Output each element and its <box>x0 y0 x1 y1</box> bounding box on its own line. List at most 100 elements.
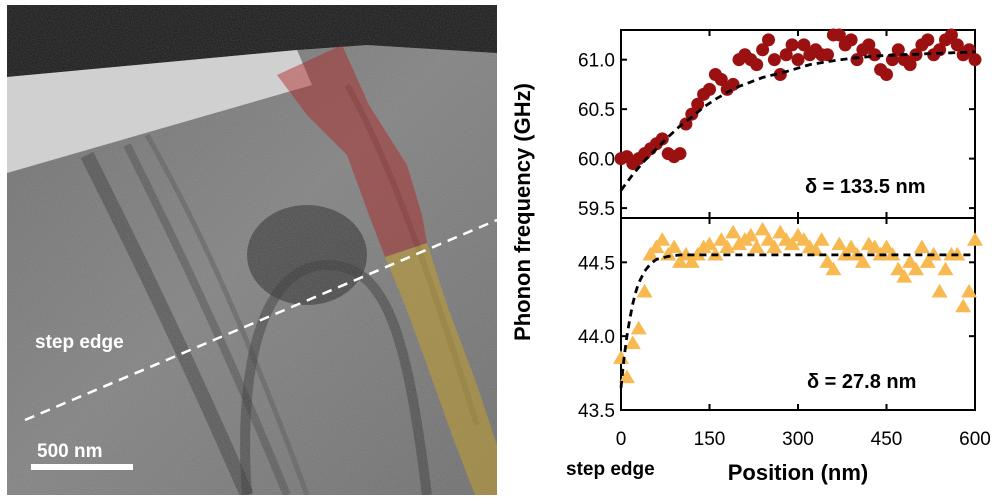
data-point <box>762 33 775 47</box>
bottom-y-tick-label: 44.0 <box>578 327 615 348</box>
x-axis-label: Position (nm) <box>728 460 869 485</box>
data-point <box>719 239 736 254</box>
top-y-tick-label: 60.5 <box>578 100 615 121</box>
data-point <box>689 246 706 261</box>
top-panel: 59.5 60.0 60.5 61.0 δ = 133.5 nm <box>578 28 982 220</box>
data-point <box>854 254 871 268</box>
data-point <box>896 269 913 283</box>
data-point <box>673 147 687 161</box>
data-point <box>760 232 777 246</box>
data-point <box>931 283 948 298</box>
bottom-delta-annotation: δ = 27.8 nm <box>807 371 916 393</box>
x-tick-label: 0 <box>616 429 627 450</box>
data-point <box>944 28 958 42</box>
data-point <box>630 320 647 335</box>
data-point <box>713 232 730 246</box>
top-y-tick-label: 60.0 <box>578 150 615 171</box>
bottom-y-tick-label: 43.5 <box>578 401 615 422</box>
data-point <box>967 232 983 246</box>
step-edge-axis-label: step edge <box>566 459 655 480</box>
data-point <box>779 48 793 62</box>
data-point <box>714 72 728 86</box>
top-y-tick-label: 61.0 <box>578 51 615 72</box>
data-point <box>955 298 972 313</box>
data-point <box>703 82 716 96</box>
data-point <box>807 242 824 257</box>
data-point <box>655 132 669 146</box>
data-point <box>819 254 836 268</box>
top-fit-curve <box>619 50 976 192</box>
data-point <box>868 48 882 62</box>
data-point <box>636 283 653 298</box>
data-point <box>742 227 759 242</box>
data-point <box>750 58 764 72</box>
data-point <box>919 254 936 268</box>
data-point <box>832 28 846 42</box>
step-edge-dashed-line <box>24 218 497 422</box>
data-point <box>890 261 907 276</box>
data-point <box>813 232 830 246</box>
data-point <box>666 239 683 254</box>
data-point <box>784 236 801 251</box>
data-point <box>613 350 629 364</box>
data-point <box>691 97 705 111</box>
data-point <box>891 43 905 57</box>
data-point <box>654 232 671 246</box>
data-point <box>825 261 842 276</box>
data-point <box>821 48 834 62</box>
data-point <box>677 246 694 261</box>
data-point <box>797 38 811 52</box>
x-tick-label: 600 <box>959 429 991 450</box>
data-point <box>968 53 982 67</box>
data-point <box>844 33 858 47</box>
data-point <box>772 224 789 239</box>
y-axis-label: Phonon frequency (GHz) <box>510 83 535 341</box>
data-point <box>862 38 876 52</box>
data-point <box>795 232 812 246</box>
data-point <box>701 236 718 251</box>
bottom-y-tick-label: 44.5 <box>578 253 615 274</box>
data-point <box>937 261 954 276</box>
data-point <box>726 77 740 91</box>
data-point <box>756 43 770 57</box>
data-point <box>642 246 659 261</box>
data-point <box>880 68 893 82</box>
bottom-fit-curve <box>619 253 975 388</box>
data-point <box>791 53 805 67</box>
data-point <box>672 254 688 268</box>
data-point <box>908 261 924 276</box>
data-point <box>950 38 964 52</box>
data-point <box>961 283 978 298</box>
data-point <box>903 58 917 72</box>
data-point <box>618 369 635 384</box>
yellow-region <box>385 243 497 495</box>
top-y-tick-label: 59.5 <box>578 199 615 220</box>
data-point <box>683 254 700 268</box>
red-region <box>277 45 427 257</box>
data-point <box>685 107 699 121</box>
data-point <box>748 239 765 254</box>
data-point <box>785 38 799 52</box>
x-tick-label: 450 <box>871 429 903 450</box>
data-point <box>648 239 665 254</box>
bottom-panel: 43.5 44.0 44.5 δ = 27.8 nm 0 150 300 450 600 <box>578 217 991 450</box>
data-point <box>624 335 641 350</box>
x-tick-label: 150 <box>694 429 726 450</box>
data-point <box>902 254 919 268</box>
step-edge-label: step edge <box>35 332 124 353</box>
data-point <box>725 224 742 239</box>
data-point <box>878 239 895 254</box>
tem-micrograph: step edge 500 nm <box>7 5 497 495</box>
data-point <box>754 221 771 236</box>
x-tick-label: 300 <box>782 429 814 450</box>
scale-bar-label: 500 nm <box>37 441 102 462</box>
top-delta-annotation: δ = 133.5 nm <box>805 176 926 198</box>
data-point <box>921 33 935 47</box>
data-point <box>766 239 783 254</box>
data-point <box>850 53 864 67</box>
data-point <box>913 239 930 254</box>
data-point <box>767 53 781 67</box>
scale-bar <box>31 464 133 470</box>
